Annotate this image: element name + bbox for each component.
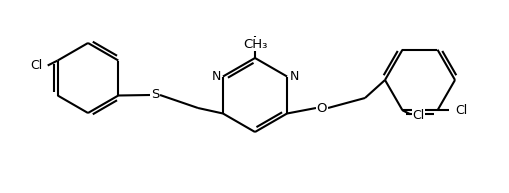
Text: Cl: Cl (31, 59, 43, 72)
Text: Cl: Cl (412, 109, 424, 122)
Text: O: O (316, 102, 327, 114)
Text: N: N (211, 70, 220, 83)
Text: CH₃: CH₃ (242, 37, 267, 51)
Text: N: N (289, 70, 298, 83)
Text: S: S (151, 89, 159, 102)
Text: Cl: Cl (455, 104, 467, 117)
